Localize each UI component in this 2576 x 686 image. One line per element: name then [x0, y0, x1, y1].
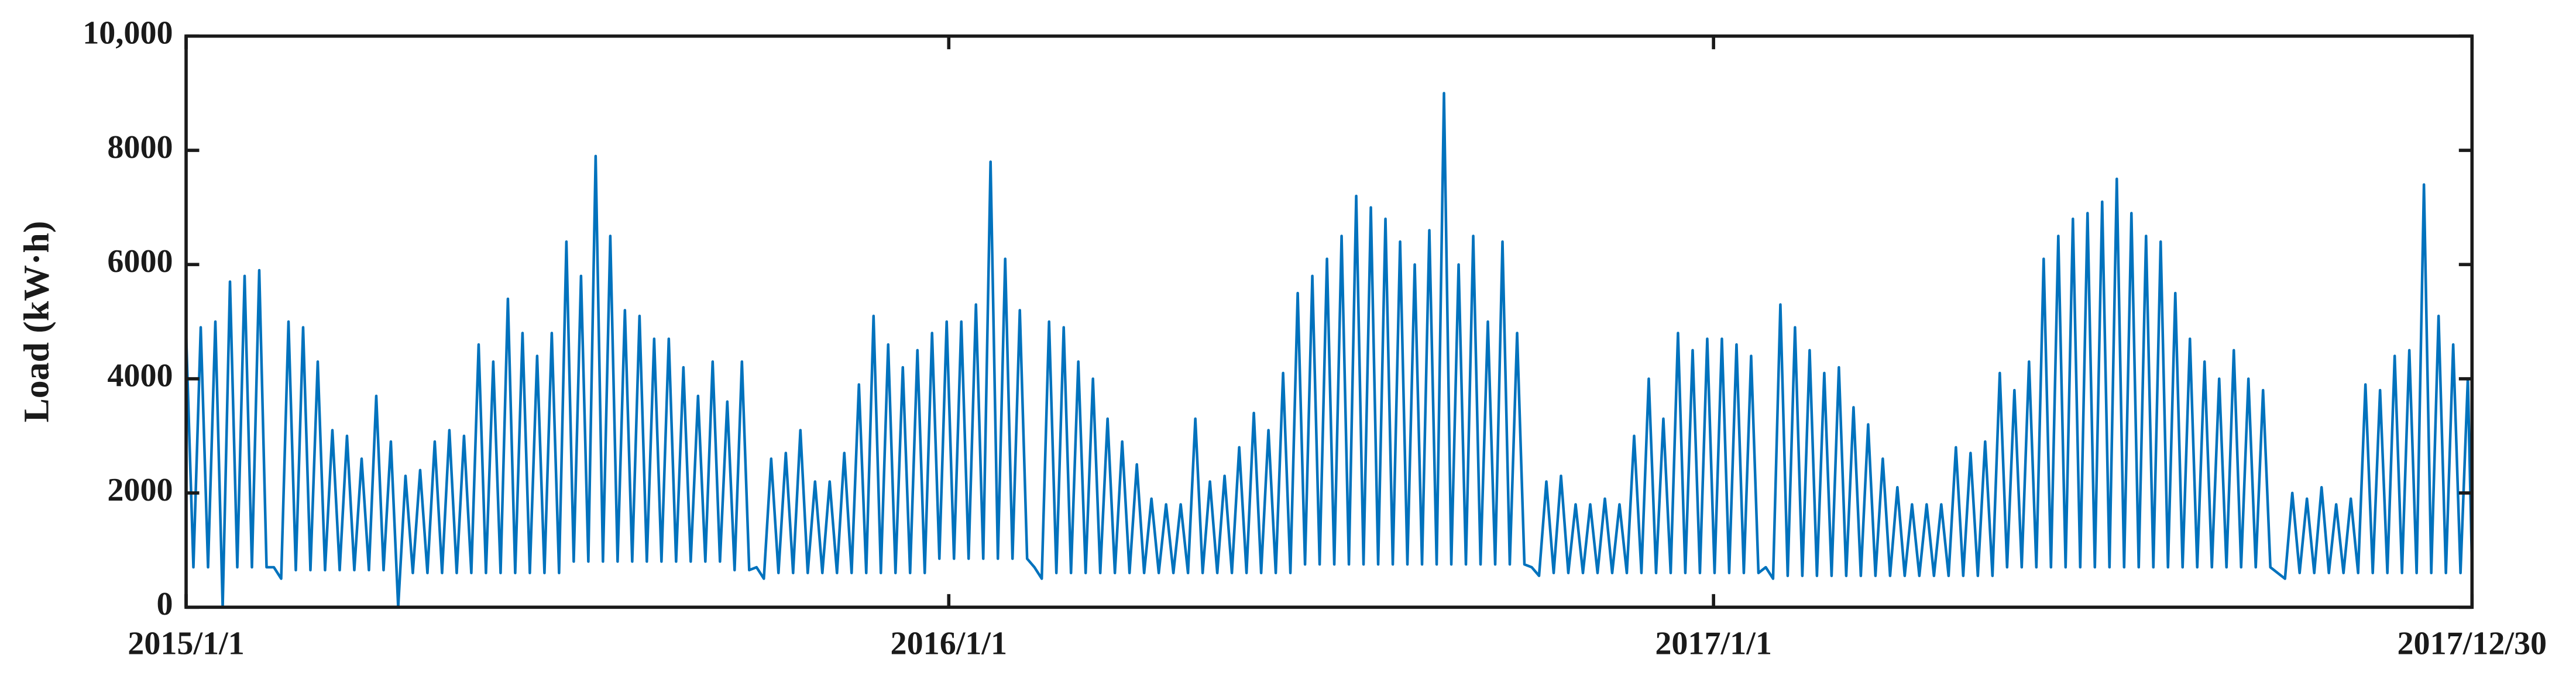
- x-tick-label: 2015/1/1: [128, 626, 245, 662]
- y-tick-label: 8000: [107, 129, 173, 166]
- y-tick-label: 4000: [107, 358, 173, 394]
- y-tick-label: 6000: [107, 243, 173, 280]
- y-axis-label: Load (kW·h): [16, 221, 56, 423]
- x-tick-label: 2016/1/1: [891, 626, 1008, 662]
- x-tick-label: 2017/12/30: [2397, 626, 2547, 662]
- load-line: [184, 92, 2474, 609]
- y-tick-label: 0: [157, 586, 173, 622]
- plot-frame: [184, 34, 2474, 609]
- y-tick-label: 2000: [107, 472, 173, 508]
- y-tick-label: 10,000: [83, 15, 173, 51]
- x-tick-label: 2017/1/1: [1655, 626, 1772, 662]
